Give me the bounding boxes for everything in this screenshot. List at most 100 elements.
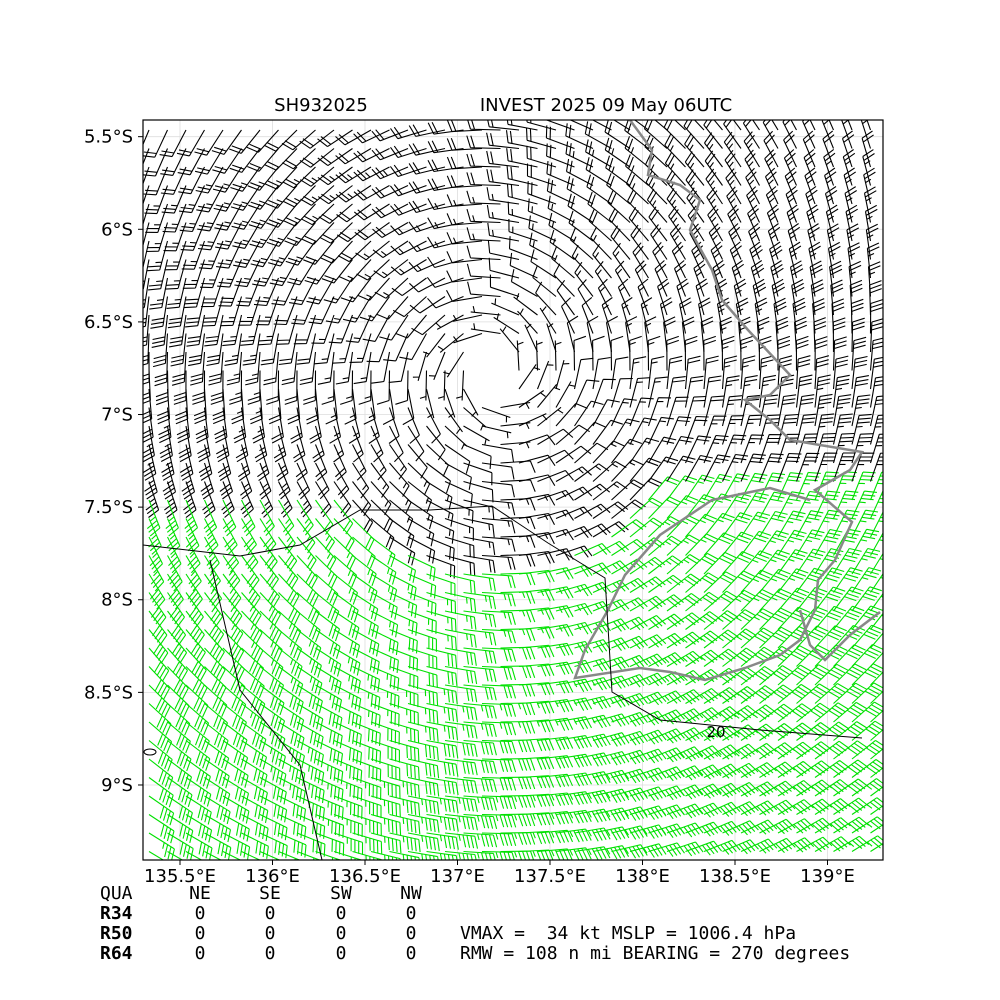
wind-barb <box>259 499 275 536</box>
wind-barb <box>463 647 497 664</box>
wind-barb <box>241 647 265 681</box>
wind-barb <box>263 351 280 386</box>
wind-barb <box>759 568 791 593</box>
wind-barb <box>625 154 649 186</box>
wind-barb <box>555 772 592 787</box>
wind-barb <box>766 204 779 242</box>
wind-barb <box>574 771 611 786</box>
wind-barb <box>703 415 727 445</box>
wind-barb <box>518 434 556 446</box>
wind-barb <box>537 605 574 618</box>
wind-barb <box>296 777 325 804</box>
wind-barb <box>408 240 446 253</box>
wind-barb <box>463 425 490 446</box>
wind-barb <box>246 129 279 153</box>
wind-barb <box>407 832 440 851</box>
wind-barb <box>704 150 723 186</box>
wind-barb <box>444 499 474 524</box>
wind-barb <box>236 277 261 307</box>
wind-barb <box>814 817 851 834</box>
wind-barb <box>204 610 225 646</box>
wind-barb <box>278 518 296 554</box>
wind-barb <box>592 560 630 575</box>
wind-barb <box>171 351 187 386</box>
wind-barb <box>359 296 390 322</box>
wind-barb <box>489 274 520 298</box>
wind-barb <box>555 402 588 427</box>
wind-barb <box>666 708 704 724</box>
wind-barb <box>352 573 378 604</box>
wind-barb <box>278 536 298 572</box>
wind-barb <box>777 452 802 482</box>
wind-barb <box>745 167 760 205</box>
wind-barb <box>537 642 574 657</box>
wind-barb <box>869 356 883 390</box>
wind-barb <box>555 583 593 597</box>
wind-barb <box>185 518 200 555</box>
wind-barb <box>685 169 705 205</box>
wind-barb <box>759 703 795 723</box>
value: 108 <box>525 943 558 964</box>
wind-barb <box>685 435 712 464</box>
wind-barb <box>481 665 517 681</box>
wind-barb <box>666 746 704 762</box>
wind-barb <box>222 536 240 573</box>
wind-barb <box>555 359 570 390</box>
wind-barb <box>195 407 209 444</box>
wind-barb <box>481 480 515 498</box>
wind-barb <box>629 843 667 858</box>
wind-barb <box>833 701 868 723</box>
wind-barb <box>777 780 814 797</box>
wind-barb <box>167 758 193 790</box>
wind-barb <box>315 740 344 767</box>
wind-barb <box>513 293 538 316</box>
wind-barb <box>870 728 883 741</box>
wind-barb <box>278 647 303 679</box>
wind-barb <box>481 517 516 534</box>
wind-barb <box>721 434 747 464</box>
wind-barb <box>281 351 298 386</box>
wind-barb <box>722 453 749 482</box>
wind-barb <box>841 130 855 168</box>
wind-barb <box>161 444 175 481</box>
wind-barb <box>775 316 789 353</box>
wind-barb <box>777 741 814 760</box>
wind-barb <box>443 351 464 378</box>
wind-barb <box>425 388 435 419</box>
wind-barb <box>247 148 279 172</box>
wind-barb <box>428 351 446 381</box>
wind-barb <box>368 407 380 444</box>
wind-barb <box>284 370 298 405</box>
wind-barb <box>312 425 325 463</box>
wind-barb <box>862 149 875 186</box>
wind-barb <box>427 178 464 191</box>
wind-barb <box>592 356 611 390</box>
wind-barb <box>426 518 455 544</box>
wind-barb <box>573 379 600 408</box>
wind-barb <box>796 664 830 686</box>
wind-barb <box>224 333 243 366</box>
wind-barb <box>372 240 409 259</box>
wind-barb <box>777 818 814 834</box>
wind-barb <box>629 377 651 408</box>
wind-barb <box>260 333 280 366</box>
wind-barb <box>574 581 612 594</box>
wind-barb <box>759 780 796 797</box>
wind-barb <box>195 166 224 194</box>
wind-barb <box>333 721 362 748</box>
wind-barb <box>722 686 758 704</box>
wind-barb <box>389 776 420 798</box>
wind-barb <box>148 758 174 790</box>
x-tick-label: 139°E <box>800 866 855 887</box>
wind-barb <box>163 222 187 252</box>
wind-barb <box>796 683 831 704</box>
wind-barb <box>769 241 783 279</box>
wind-barb <box>166 277 187 309</box>
wind-barb <box>814 374 831 408</box>
wind-barb <box>185 629 206 664</box>
wind-barb <box>259 610 282 644</box>
wind-barb <box>829 260 843 297</box>
wind-barb <box>148 647 170 682</box>
wind-barb <box>786 204 799 242</box>
wind-barb <box>481 425 512 439</box>
